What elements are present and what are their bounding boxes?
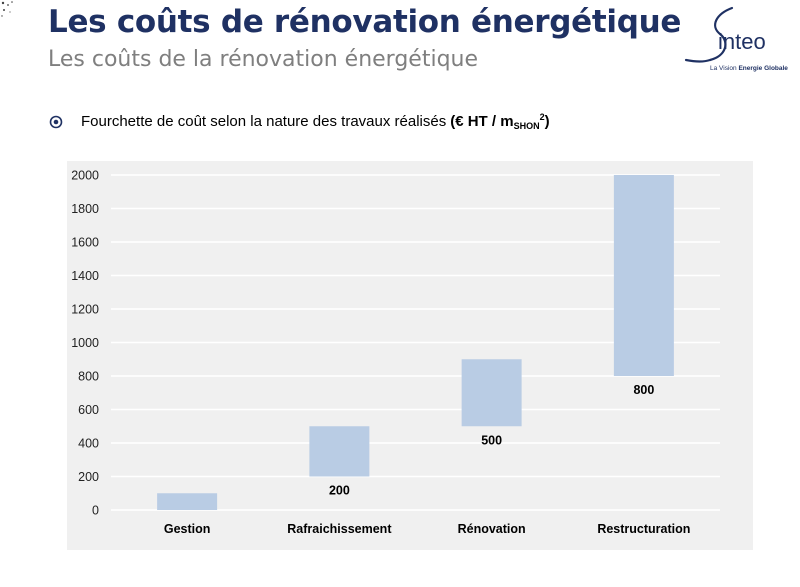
range-bar-chart: 0 200 400 600 800 1000 1200 1400 1600 1800 2000 Ges… <box>71 169 720 536</box>
data-label: 500 <box>481 433 502 447</box>
logo-name: inteo <box>718 29 766 54</box>
bullet-icon <box>49 115 63 128</box>
y-tick-label: 400 <box>78 437 99 451</box>
logo-tagline-prefix: La Vision <box>710 65 739 72</box>
unit-subscript: SHON <box>513 121 540 131</box>
logo-tagline: La Vision Energie Globale <box>710 65 788 72</box>
y-tick-label: 800 <box>78 370 99 384</box>
bullet-text: Fourchette de coût selon la nature des t… <box>81 113 447 130</box>
unit-superscript: 2 <box>539 112 545 122</box>
data-label: 800 <box>633 383 654 397</box>
sinteo-logo: inteo La Vision Energie Globale <box>680 4 800 76</box>
bar <box>157 493 218 510</box>
y-tick-label: 1200 <box>71 303 99 317</box>
unit-label: (€ HT / mSHON2) <box>450 112 549 131</box>
bullet-point: Fourchette de coût selon la nature des t… <box>49 112 550 131</box>
y-tick-label: 1000 <box>71 336 99 350</box>
y-tick-label: 200 <box>78 470 99 484</box>
y-tick-label: 600 <box>78 403 99 417</box>
logo-swoosh-icon <box>684 6 734 63</box>
logo-tagline-bold: Energie Globale <box>738 65 788 72</box>
chart-area: 0 200 400 600 800 1000 1200 1400 1600 1800 2000 Ges… <box>67 161 753 550</box>
x-tick-label: Rénovation <box>458 522 526 536</box>
page-subtitle: Les coûts de la rénovation énergétique <box>48 47 479 72</box>
x-tick-label: Restructuration <box>597 522 690 536</box>
bar <box>461 359 522 427</box>
y-tick-label: 1400 <box>71 269 99 283</box>
unit-prefix: (€ HT / m <box>450 113 514 130</box>
page-title: Les coûts de rénovation énergétique <box>48 4 682 40</box>
bar <box>309 426 370 477</box>
y-tick-label: 2000 <box>71 169 99 183</box>
bar <box>613 175 674 376</box>
x-tick-label: Gestion <box>164 522 211 536</box>
x-tick-label: Rafraichissement <box>287 522 392 536</box>
data-label: 200 <box>329 484 350 498</box>
decorative-dots <box>1 1 13 17</box>
y-tick-label: 0 <box>92 504 99 518</box>
y-tick-label: 1600 <box>71 236 99 250</box>
unit-suffix: ) <box>544 113 550 130</box>
y-tick-label: 1800 <box>71 202 99 216</box>
